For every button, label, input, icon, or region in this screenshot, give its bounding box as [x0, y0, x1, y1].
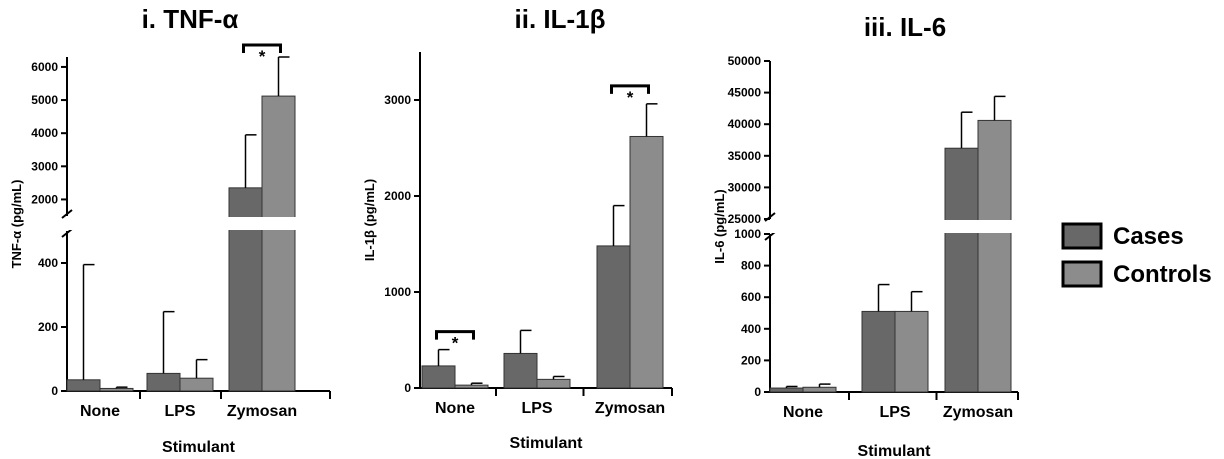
significance-bracket: [242, 43, 282, 53]
legend-swatch-controls: [1061, 260, 1103, 288]
x-axis-label: Stimulant: [162, 439, 236, 456]
axis-break-mark: [61, 228, 73, 238]
bar-controls-zymosan: [977, 119, 1012, 393]
legend-label: Cases: [1113, 223, 1184, 250]
significance-bracket: [610, 84, 650, 94]
x-tick-label: None: [435, 400, 475, 417]
bar-cases-lps: [861, 310, 896, 393]
chart-title: iii. IL-6: [864, 12, 946, 42]
bar-controls-none: [99, 387, 134, 392]
y-axis-label: IL-6 (pg/mL): [712, 189, 727, 263]
bar-cases-none: [421, 365, 456, 389]
y-tick-label: 0: [754, 385, 761, 399]
y-tick-label: 45000: [728, 86, 762, 100]
y-axis-label: TNF-α (pg/mL): [9, 180, 24, 269]
y-tick-label: 5000: [31, 93, 58, 107]
y-tick-label: 50000: [728, 54, 762, 68]
bar-cases-zymosan: [596, 245, 631, 389]
bar-controls-none: [454, 384, 489, 389]
x-tick-label: LPS: [521, 400, 552, 417]
x-axis-label: Stimulant: [858, 443, 932, 459]
y-tick-label: 400: [741, 322, 761, 336]
legend-swatch-cases: [1061, 222, 1103, 250]
chart-panel-3: iii. IL-6 IL-6 (pg/mL) 0 200 400 600 800 100025…: [712, 12, 1019, 459]
y-tick-label: 200: [38, 320, 58, 334]
y-tick-label: 30000: [728, 180, 762, 194]
bar-controls-lps: [179, 377, 214, 392]
bar-cases-lps: [146, 372, 181, 392]
x-tick-label: None: [783, 404, 823, 421]
chart-panel-1: i. TNF-α TNF-α (pg/mL) 0 200 400 2000 3000 4000…: [9, 4, 331, 456]
y-tick-label: 4000: [31, 126, 58, 140]
bar-cases-none: [66, 379, 101, 392]
bar-cases-lps: [503, 352, 538, 389]
y-tick-label: 6000: [31, 60, 58, 74]
x-tick-label: Zymosan: [943, 404, 1013, 421]
axis-break-mark: [61, 209, 73, 219]
significance-label: *: [259, 47, 266, 66]
y-tick-label: 2000: [31, 192, 58, 206]
x-tick-label: None: [80, 403, 120, 420]
y-tick-label: 1000: [734, 227, 761, 241]
y-tick-label: 400: [38, 256, 58, 270]
chart-panel-2: ii. IL-1β IL-1β (pg/mL) 0 1000 2000 3000 None L…: [362, 4, 673, 452]
bar-controls-lps: [894, 310, 929, 393]
significance-label: *: [452, 334, 459, 353]
x-tick-label: Zymosan: [595, 400, 665, 417]
axis-break-mark: [764, 231, 776, 241]
bar-controls-lps: [536, 378, 571, 389]
bar-cases-zymosan: [944, 147, 979, 393]
bar-controls-none: [802, 386, 837, 393]
axis-break-gap: [771, 220, 1019, 233]
significance-label: *: [627, 88, 634, 107]
y-tick-label: 200: [741, 353, 761, 367]
y-tick-label: 25000: [728, 212, 762, 226]
y-tick-label: 1000: [384, 285, 411, 299]
y-tick-label: 3000: [31, 159, 58, 173]
y-tick-label: 40000: [728, 117, 762, 131]
chart-title: ii. IL-1β: [515, 4, 606, 34]
bar-controls-zymosan: [261, 95, 296, 392]
legend: Cases Controls: [1061, 222, 1212, 288]
bar-cases-none: [769, 387, 804, 393]
y-tick-label: 0: [51, 384, 58, 398]
x-tick-label: LPS: [879, 404, 910, 421]
y-axis-label: IL-1β (pg/mL): [362, 179, 377, 261]
x-axis-label: Stimulant: [510, 435, 584, 452]
chart-title: i. TNF-α: [142, 4, 239, 34]
significance-bracket: [435, 330, 475, 340]
legend-label: Controls: [1113, 261, 1212, 288]
axis-break-gap: [68, 217, 331, 230]
y-tick-label: 800: [741, 259, 761, 273]
y-tick-label: 35000: [728, 149, 762, 163]
y-tick-label: 2000: [384, 189, 411, 203]
x-tick-label: LPS: [164, 403, 195, 420]
x-tick-label: Zymosan: [227, 403, 297, 420]
bar-controls-zymosan: [629, 135, 664, 389]
y-tick-label: 3000: [384, 93, 411, 107]
y-tick-label: 0: [404, 381, 411, 395]
y-tick-label: 600: [741, 290, 761, 304]
